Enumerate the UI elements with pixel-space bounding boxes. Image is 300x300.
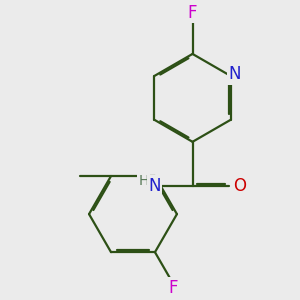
Text: F: F — [188, 4, 197, 22]
Text: F: F — [169, 279, 178, 297]
Text: N: N — [148, 177, 161, 195]
Text: H: H — [139, 174, 149, 188]
Text: N: N — [229, 65, 241, 83]
Text: O: O — [233, 177, 246, 195]
